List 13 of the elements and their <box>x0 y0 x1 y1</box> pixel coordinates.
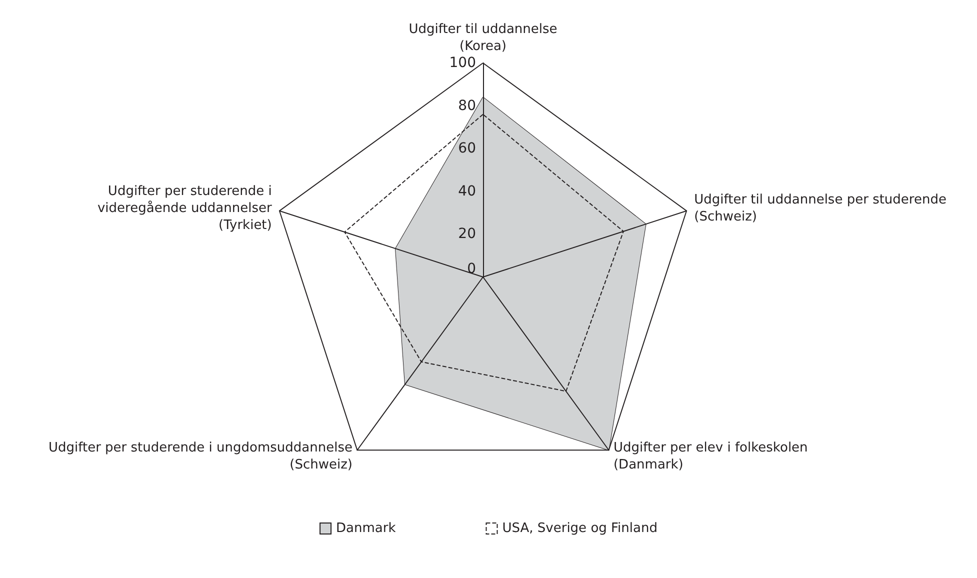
spoke-label: Udgifter per studerende i videregående uddannelser (Tyrkiet) <box>97 184 273 233</box>
y-tick-label: 100 <box>449 55 476 71</box>
spoke-label: Udgifter til uddannelse per studerende (Schweiz) <box>694 192 946 224</box>
legend-label: Danmark <box>336 521 396 536</box>
y-tick-label: 0 <box>467 261 476 277</box>
spoke-label: Udgifter per studerende i ungdomsuddannelse (Schweiz) <box>48 440 353 473</box>
y-tick-label: 40 <box>458 183 476 200</box>
y-tick-label: 20 <box>458 226 476 242</box>
y-tick-label: 80 <box>458 98 476 114</box>
spoke-label: Udgifter til uddannelse (Korea) <box>408 22 558 54</box>
legend-label: USA, Sverige og Finland <box>502 521 658 536</box>
spoke-label: Udgifter per elev i folkeskolen (Danmark) <box>613 440 808 473</box>
y-tick-label: 60 <box>458 140 476 157</box>
